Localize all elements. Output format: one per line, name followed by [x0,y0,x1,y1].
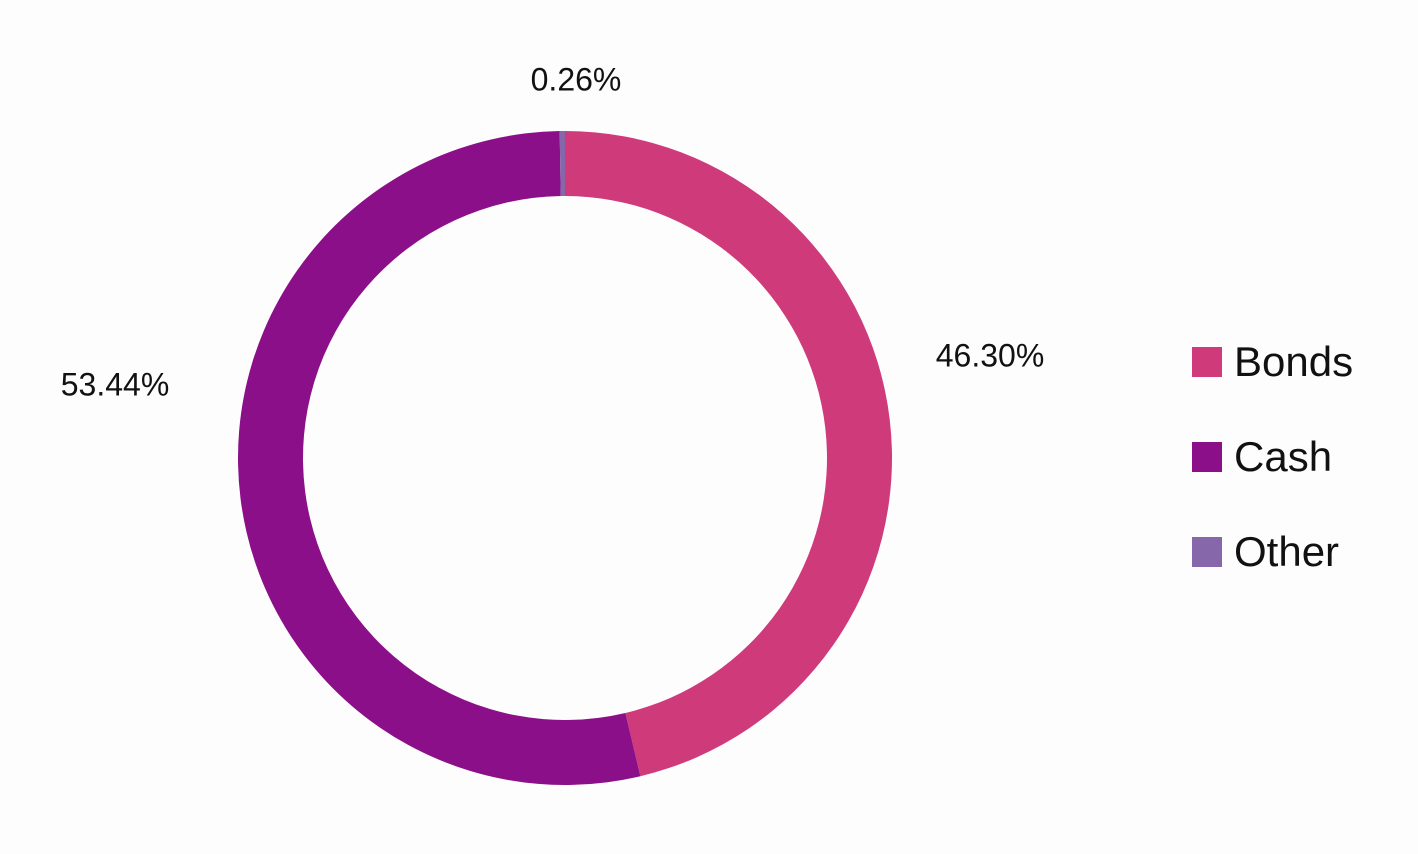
chart-legend: Bonds Cash Other [1192,332,1353,617]
legend-swatch-cash [1192,442,1222,472]
data-label-cash: 53.44% [61,366,170,402]
data-label-other: 0.26% [531,61,622,97]
legend-label-cash: Cash [1234,433,1333,480]
slice-other [559,131,565,197]
donut-slices [238,131,893,785]
data-label-bonds: 46.30% [936,337,1045,373]
legend-item-cash: Cash [1192,427,1353,487]
legend-label-other: Other [1234,528,1340,575]
legend-item-bonds: Bonds [1192,332,1353,392]
data-labels: 46.30% 53.44% 0.26% [61,61,1045,402]
legend-swatch-bonds [1192,347,1222,377]
slice-bonds [565,131,893,777]
legend-swatch-other [1192,537,1222,567]
legend-item-other: Other [1192,522,1353,582]
slice-cash [238,131,641,785]
legend-label-bonds: Bonds [1234,338,1354,385]
